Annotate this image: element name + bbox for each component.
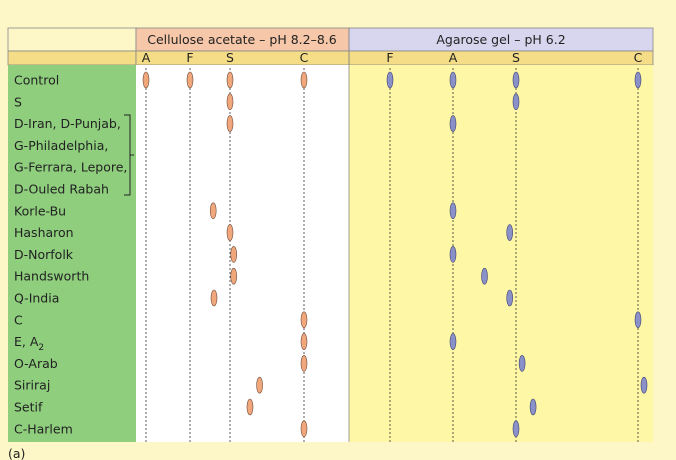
row-label: D-Norfolk — [14, 247, 74, 262]
row-label: C — [14, 312, 23, 327]
agarose-band — [449, 202, 457, 220]
agarose-band — [506, 289, 514, 307]
agarose-band — [449, 333, 457, 350]
agarose-column-c: C — [634, 50, 643, 65]
figure-caption: (a) — [8, 446, 25, 460]
cellulose-band — [226, 224, 234, 241]
row-label-text: D-Ouled Rabah — [14, 182, 109, 197]
agarose-band — [506, 224, 514, 241]
row-label-text: D-Norfolk — [14, 247, 74, 262]
row-label: Control — [14, 73, 59, 88]
row-label: Q-India — [14, 291, 59, 306]
row-label-text: G-Philadelphia, — [14, 138, 108, 153]
cellulose-band — [256, 376, 263, 394]
cellulose-band — [300, 71, 308, 89]
row-label: G-Philadelphia, — [14, 138, 108, 153]
row-label: Setif — [14, 400, 43, 415]
agarose-band — [640, 376, 648, 394]
agarose-band — [529, 398, 537, 416]
row-label-text: Setif — [14, 400, 43, 415]
row-label-text: Hasharon — [14, 225, 74, 240]
agarose-band — [449, 71, 457, 89]
column-strip-left — [7, 50, 137, 66]
row-label-text: Siriraj — [14, 378, 50, 393]
agarose-column-s: S — [512, 50, 520, 65]
row-label: Hasharon — [14, 225, 74, 240]
cellulose-column-c: C — [300, 50, 309, 65]
agarose-band — [518, 355, 526, 372]
cellulose-column-strip — [135, 50, 350, 66]
cellulose-band — [209, 202, 217, 220]
row-label-text: C — [14, 312, 23, 327]
cellulose-band — [186, 71, 194, 89]
agarose-band — [634, 71, 642, 89]
agarose-header: Agarose gel – pH 6.2 — [436, 32, 565, 47]
row-label: D-Iran, D-Punjab, — [14, 116, 121, 131]
cellulose-header: Cellulose acetate – pH 8.2–8.6 — [147, 32, 337, 47]
agarose-area — [349, 65, 653, 442]
cellulose-band — [230, 246, 237, 263]
cellulose-column-a: A — [142, 50, 151, 65]
agarose-band — [512, 93, 520, 111]
cellulose-band — [300, 355, 308, 372]
row-label-text: Korle-Bu — [14, 203, 66, 218]
agarose-band — [512, 420, 520, 438]
row-label: D-Ouled Rabah — [14, 182, 109, 197]
row-label-subscript: 2 — [38, 343, 44, 353]
row-label: Korle-Bu — [14, 203, 66, 218]
row-label: O-Arab — [14, 356, 58, 371]
row-label-text: S — [14, 94, 22, 109]
cellulose-band — [210, 289, 218, 307]
cellulose-band — [230, 267, 237, 285]
agarose-band — [512, 71, 520, 89]
agarose-column-strip — [348, 50, 654, 66]
cellulose-band — [226, 71, 234, 89]
cellulose-band — [226, 115, 234, 132]
row-label-text: Control — [14, 73, 59, 88]
agarose-band — [449, 246, 457, 263]
cellulose-column-s: S — [226, 50, 234, 65]
row-label-text: E, A — [14, 334, 39, 349]
agarose-column-f: F — [386, 50, 393, 65]
row-label-text: Q-India — [14, 291, 59, 306]
group-bracket — [124, 114, 134, 196]
agarose-column-a: A — [449, 50, 458, 65]
cellulose-column-f: F — [186, 50, 193, 65]
row-label-text: Handsworth — [14, 269, 89, 284]
cellulose-band — [300, 420, 308, 438]
row-label: E, A2 — [14, 334, 44, 353]
row-label-text: O-Arab — [14, 356, 58, 371]
row-label-text: G-Ferrara, Lepore, — [14, 160, 127, 175]
cellulose-band — [300, 333, 308, 350]
cellulose-band — [142, 71, 150, 89]
row-label: Siriraj — [14, 378, 50, 393]
row-label-text: C-Harlem — [14, 421, 73, 436]
row-label: C-Harlem — [14, 421, 73, 436]
row-label: Handsworth — [14, 269, 89, 284]
cellulose-band — [246, 398, 254, 416]
row-label: S — [14, 94, 22, 109]
agarose-band — [481, 267, 488, 285]
agarose-band — [386, 71, 394, 89]
row-label: G-Ferrara, Lepore, — [14, 160, 127, 175]
cellulose-band — [300, 311, 308, 329]
agarose-band — [634, 311, 642, 329]
cellulose-band — [226, 93, 234, 111]
agarose-band — [449, 115, 457, 132]
cellulose-area — [136, 65, 349, 442]
corner-cell — [7, 27, 137, 52]
label-panel — [8, 65, 136, 442]
row-label-text: D-Iran, D-Punjab, — [14, 116, 121, 131]
